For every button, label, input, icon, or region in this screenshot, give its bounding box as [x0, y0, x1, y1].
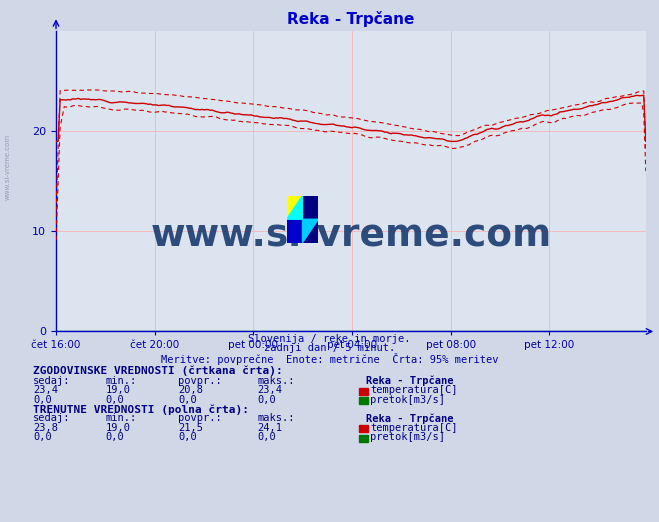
Text: 0,0: 0,0: [178, 395, 196, 405]
Text: povpr.:: povpr.:: [178, 413, 221, 423]
Text: 19,0: 19,0: [105, 423, 130, 433]
Text: 0,0: 0,0: [105, 432, 124, 442]
Text: min.:: min.:: [105, 376, 136, 386]
Text: min.:: min.:: [105, 413, 136, 423]
Text: sedaj:: sedaj:: [33, 376, 71, 386]
Text: 0,0: 0,0: [33, 395, 51, 405]
Text: 21,5: 21,5: [178, 423, 203, 433]
Text: 0,0: 0,0: [178, 432, 196, 442]
Text: zadnji dan / 5 minut.: zadnji dan / 5 minut.: [264, 343, 395, 353]
Text: 0,0: 0,0: [33, 432, 51, 442]
Text: 24,1: 24,1: [257, 423, 282, 433]
Text: 0,0: 0,0: [257, 395, 275, 405]
Text: 20,8: 20,8: [178, 385, 203, 395]
Text: TRENUTNE VREDNOSTI (polna črta):: TRENUTNE VREDNOSTI (polna črta):: [33, 404, 249, 414]
Text: temperatura[C]: temperatura[C]: [370, 385, 458, 395]
Text: sedaj:: sedaj:: [33, 413, 71, 423]
Text: Reka - Trpčane: Reka - Trpčane: [366, 376, 453, 386]
Polygon shape: [287, 196, 302, 219]
Text: povpr.:: povpr.:: [178, 376, 221, 386]
Text: Meritve: povprečne  Enote: metrične  Črta: 95% meritev: Meritve: povprečne Enote: metrične Črta:…: [161, 353, 498, 365]
Text: maks.:: maks.:: [257, 413, 295, 423]
Polygon shape: [287, 219, 302, 243]
Polygon shape: [302, 196, 318, 243]
Polygon shape: [302, 219, 318, 243]
Text: pretok[m3/s]: pretok[m3/s]: [370, 395, 445, 405]
Title: Reka - Trpčane: Reka - Trpčane: [287, 11, 415, 27]
Text: www.si-vreme.com: www.si-vreme.com: [5, 134, 11, 200]
Text: maks.:: maks.:: [257, 376, 295, 386]
Text: 23,8: 23,8: [33, 423, 58, 433]
Text: temperatura[C]: temperatura[C]: [370, 423, 458, 433]
Text: Reka - Trpčane: Reka - Trpčane: [366, 413, 453, 424]
Text: 19,0: 19,0: [105, 385, 130, 395]
Polygon shape: [287, 196, 302, 219]
Text: pretok[m3/s]: pretok[m3/s]: [370, 432, 445, 442]
Text: www.si-vreme.com: www.si-vreme.com: [150, 218, 552, 253]
Text: 0,0: 0,0: [257, 432, 275, 442]
Text: Slovenija / reke in morje.: Slovenija / reke in morje.: [248, 334, 411, 344]
Text: ZGODOVINSKE VREDNOSTI (črtkana črta):: ZGODOVINSKE VREDNOSTI (črtkana črta):: [33, 365, 283, 376]
Text: 23,4: 23,4: [257, 385, 282, 395]
Text: 0,0: 0,0: [105, 395, 124, 405]
Text: 23,4: 23,4: [33, 385, 58, 395]
